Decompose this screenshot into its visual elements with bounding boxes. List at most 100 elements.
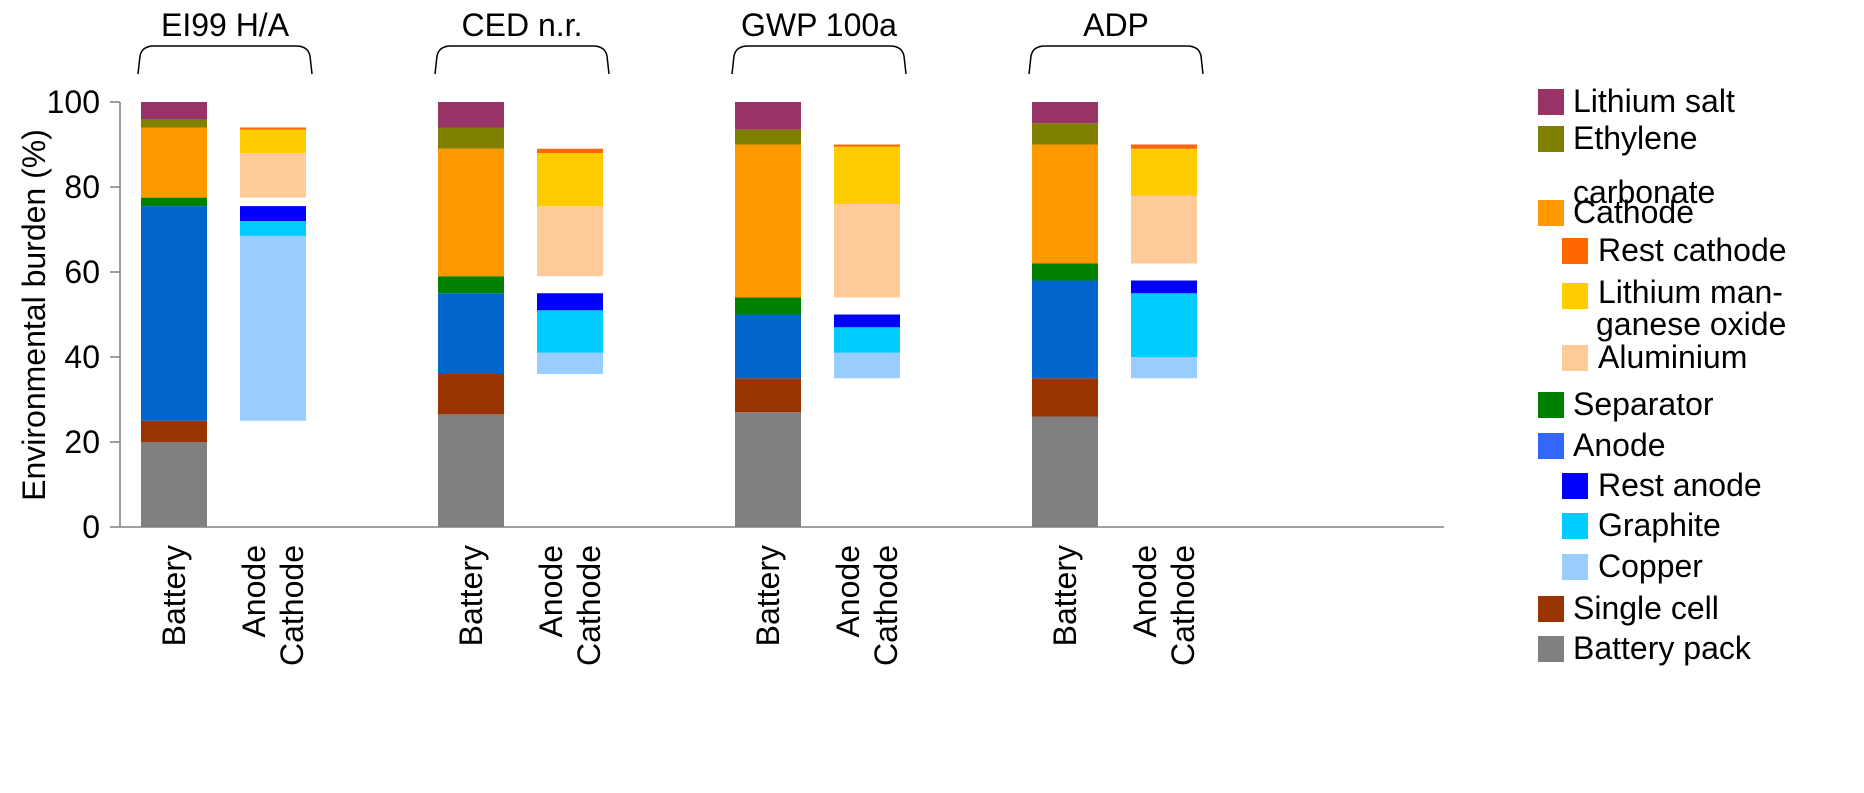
legend-swatch bbox=[1562, 238, 1588, 264]
bar-segment-graphite bbox=[537, 310, 603, 353]
bar-segment-graphite bbox=[834, 327, 900, 353]
bar-segment-copper bbox=[537, 352, 603, 374]
legend-label: Single cell bbox=[1573, 590, 1719, 626]
x-tick-label: Cathode bbox=[868, 545, 904, 666]
bar-segment-rest-cathode bbox=[834, 144, 900, 147]
bar-segment-aluminium bbox=[537, 206, 603, 277]
legend-swatch bbox=[1562, 554, 1588, 580]
legend-swatch bbox=[1562, 345, 1588, 371]
y-tick-label: 20 bbox=[64, 424, 100, 460]
bar-segment-rest-cathode bbox=[537, 148, 603, 153]
bar-segment-rest-anode bbox=[240, 206, 306, 221]
bar-segment-single-cell bbox=[1032, 378, 1098, 417]
bar-segment-copper bbox=[1131, 357, 1197, 379]
x-tick-label: Battery bbox=[1047, 545, 1083, 646]
bar-segment-anode bbox=[141, 206, 207, 421]
legend-label: Lithium salt bbox=[1573, 83, 1735, 119]
legend-swatch bbox=[1538, 596, 1564, 622]
x-tick-label: Battery bbox=[453, 545, 489, 646]
bar-segment-rest-cathode bbox=[240, 127, 306, 130]
legend-label: Aluminium bbox=[1598, 339, 1748, 375]
bar-segment-aluminium bbox=[1131, 195, 1197, 264]
x-tick-label: Battery bbox=[750, 545, 786, 646]
y-tick-label: 100 bbox=[47, 84, 100, 120]
bar-segment-lithium-manganese-oxide bbox=[240, 129, 306, 153]
legend-swatch bbox=[1538, 126, 1564, 152]
legend-swatch bbox=[1538, 433, 1564, 459]
legend-label: Rest anode bbox=[1598, 467, 1762, 503]
chart-legend: Lithium salt Ethylene carbonate Cathode Rest… bbox=[1538, 0, 1864, 793]
x-tick-label: Battery bbox=[156, 545, 192, 646]
bar-segment-copper bbox=[834, 352, 900, 379]
group-title: EI99 H/A bbox=[161, 7, 290, 43]
bar-segment-rest-anode bbox=[834, 314, 900, 328]
legend-swatch bbox=[1562, 513, 1588, 539]
bar-segment-cathode bbox=[438, 148, 504, 277]
bar-segment-graphite bbox=[1131, 293, 1197, 357]
bar-segment-lithium-salt bbox=[141, 102, 207, 119]
legend-label: Lithium man-ganese oxide bbox=[1596, 274, 1787, 342]
y-tick-label: 60 bbox=[64, 254, 100, 290]
group-title: GWP 100a bbox=[741, 7, 897, 43]
bar-segment-separator bbox=[1032, 263, 1098, 281]
bar-segment-battery-pack bbox=[735, 412, 801, 527]
x-tick-label: Cathode bbox=[571, 545, 607, 666]
x-tick-label: Anode bbox=[1127, 545, 1163, 638]
legend-label: Cathode bbox=[1573, 194, 1694, 230]
bar-segment-rest-cathode bbox=[1131, 144, 1197, 149]
bar-segment-battery-pack bbox=[141, 442, 207, 527]
x-tick-label: Anode bbox=[533, 545, 569, 638]
y-tick-label: 0 bbox=[82, 509, 100, 545]
bar-segment-aluminium bbox=[240, 153, 306, 198]
legend-swatch bbox=[1562, 473, 1588, 499]
group-bracket bbox=[731, 45, 907, 75]
group-title: CED n.r. bbox=[462, 7, 583, 43]
bar-segment-graphite bbox=[240, 221, 306, 236]
legend-swatch bbox=[1538, 636, 1564, 662]
bar-segment-ethylene-carbonate bbox=[438, 127, 504, 149]
bar-segment-separator bbox=[735, 297, 801, 315]
bar-segment-lithium-manganese-oxide bbox=[1131, 148, 1197, 196]
x-tick-label: Cathode bbox=[274, 545, 310, 666]
y-tick-label: 80 bbox=[64, 169, 100, 205]
bar-segment-lithium-salt bbox=[735, 102, 801, 130]
bar-segment-cathode bbox=[141, 127, 207, 198]
legend-label: Ethylene carbonate bbox=[1573, 120, 1716, 210]
bar-segment-separator bbox=[438, 276, 504, 294]
legend-label: Copper bbox=[1598, 548, 1703, 584]
bar-segment-lithium-salt bbox=[1032, 102, 1098, 124]
bar-segment-single-cell bbox=[438, 374, 504, 415]
x-tick-label: Anode bbox=[830, 545, 866, 638]
group-bracket bbox=[137, 45, 313, 75]
legend-swatch bbox=[1538, 200, 1564, 226]
legend-label: Separator bbox=[1573, 386, 1714, 422]
legend-label: Graphite bbox=[1598, 507, 1721, 543]
x-tick-label: Anode bbox=[236, 545, 272, 638]
bar-segment-aluminium bbox=[834, 204, 900, 298]
bar-segment-rest-anode bbox=[537, 293, 603, 311]
legend-swatch bbox=[1538, 392, 1564, 418]
bar-segment-battery-pack bbox=[438, 414, 504, 527]
bar-segment-rest-anode bbox=[1131, 280, 1197, 294]
y-axis-title: Environmental burden (%) bbox=[16, 129, 52, 501]
legend-label: Battery pack bbox=[1573, 630, 1751, 666]
bar-segment-ethylene-carbonate bbox=[1032, 123, 1098, 145]
bar-segment-ethylene-carbonate bbox=[735, 129, 801, 145]
bar-segment-separator bbox=[141, 197, 207, 207]
x-tick-label: Cathode bbox=[1165, 545, 1201, 666]
group-bracket bbox=[1028, 45, 1204, 75]
bar-segment-anode bbox=[438, 293, 504, 374]
bar-segment-lithium-salt bbox=[438, 102, 504, 128]
bar-segment-ethylene-carbonate bbox=[141, 119, 207, 128]
y-tick-label: 40 bbox=[64, 339, 100, 375]
legend-label: Rest cathode bbox=[1598, 232, 1787, 268]
bar-segment-lithium-manganese-oxide bbox=[834, 146, 900, 204]
group-title: ADP bbox=[1083, 7, 1149, 43]
legend-swatch bbox=[1538, 89, 1564, 115]
bar-segment-lithium-manganese-oxide bbox=[537, 153, 603, 207]
bar-segment-single-cell bbox=[141, 420, 207, 442]
bar-segment-anode bbox=[1032, 280, 1098, 379]
bar-segment-cathode bbox=[735, 144, 801, 298]
bar-segment-copper bbox=[240, 235, 306, 421]
